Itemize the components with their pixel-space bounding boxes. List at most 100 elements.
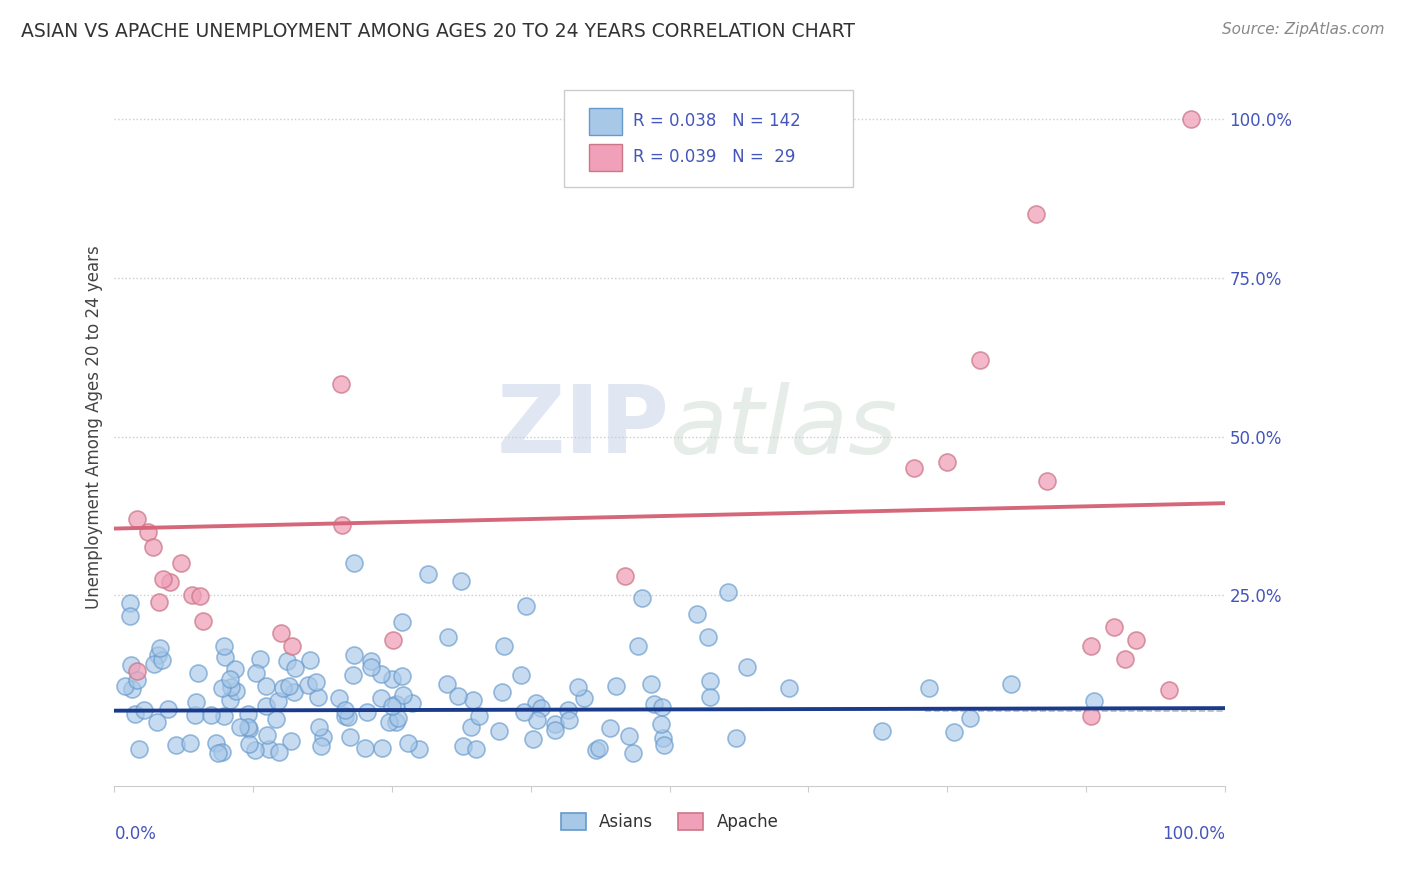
Y-axis label: Unemployment Among Ages 20 to 24 years: Unemployment Among Ages 20 to 24 years [86,245,103,609]
Point [219,672,242,686]
Point [229,720,252,734]
Point [297,678,319,692]
Point [114,679,136,693]
Point [437,630,460,644]
Point [343,557,366,571]
Point [696,630,718,644]
Point [328,691,350,706]
Point [136,524,159,539]
Point [149,640,172,655]
Point [238,720,260,734]
Point [544,723,567,738]
Point [311,730,333,744]
Point [333,703,356,717]
Point [450,574,472,589]
Point [170,557,193,571]
Point [330,518,353,533]
Point [150,653,173,667]
Text: 0.0%: 0.0% [114,825,156,843]
Point [159,575,181,590]
Point [257,741,280,756]
Point [309,739,332,753]
Point [354,740,377,755]
Point [1114,651,1136,665]
Point [903,461,925,475]
Point [463,692,485,706]
Point [530,701,553,715]
Point [567,680,589,694]
Point [238,738,260,752]
Point [271,681,294,695]
Point [1025,207,1047,221]
Point [651,700,673,714]
Text: ZIP: ZIP [496,381,669,473]
Point [193,614,215,628]
Point [276,654,298,668]
Point [391,669,413,683]
Point [1083,694,1105,708]
Point [654,739,676,753]
Point [356,705,378,719]
Point [391,615,413,629]
Point [243,743,266,757]
Point [270,626,292,640]
Point [337,710,360,724]
Point [1180,112,1202,127]
Point [148,648,170,663]
Point [254,699,277,714]
Point [219,680,242,694]
Point [396,736,419,750]
Point [120,609,142,624]
Point [408,742,430,756]
Point [335,709,357,723]
Point [969,353,991,368]
Point [494,639,516,653]
Point [385,715,408,730]
Point [621,747,644,761]
Point [343,648,366,662]
Point [686,607,709,621]
Point [436,677,458,691]
Point [936,455,959,469]
Point [145,715,167,730]
Point [267,694,290,708]
Point [416,566,439,581]
Point [447,689,470,703]
Point [558,713,581,727]
Point [330,376,353,391]
Point [280,734,302,748]
Point [650,717,672,731]
Point [212,640,235,654]
Point [125,665,148,679]
Point [277,679,299,693]
FancyBboxPatch shape [589,108,621,136]
FancyBboxPatch shape [564,90,853,186]
Point [522,732,544,747]
Point [1102,620,1125,634]
Point [943,724,966,739]
Text: atlas: atlas [669,382,898,473]
Point [371,741,394,756]
Text: R = 0.038   N = 142: R = 0.038 N = 142 [633,112,800,130]
Point [132,703,155,717]
Point [515,599,537,613]
Text: ASIAN VS APACHE UNEMPLOYMENT AMONG AGES 20 TO 24 YEARS CORRELATION CHART: ASIAN VS APACHE UNEMPLOYMENT AMONG AGES … [21,22,855,41]
Point [724,731,747,745]
Point [918,681,941,695]
Point [187,665,209,680]
Point [142,657,165,671]
Point [735,659,758,673]
Point [382,632,405,647]
Point [284,661,307,675]
Point [127,673,149,688]
Point [599,722,621,736]
Point [267,745,290,759]
Point [225,684,247,698]
Point [142,540,165,554]
Point [585,743,607,757]
Point [305,674,328,689]
Point [605,679,627,693]
Point [307,690,329,704]
Point [544,716,567,731]
Point [588,741,610,756]
